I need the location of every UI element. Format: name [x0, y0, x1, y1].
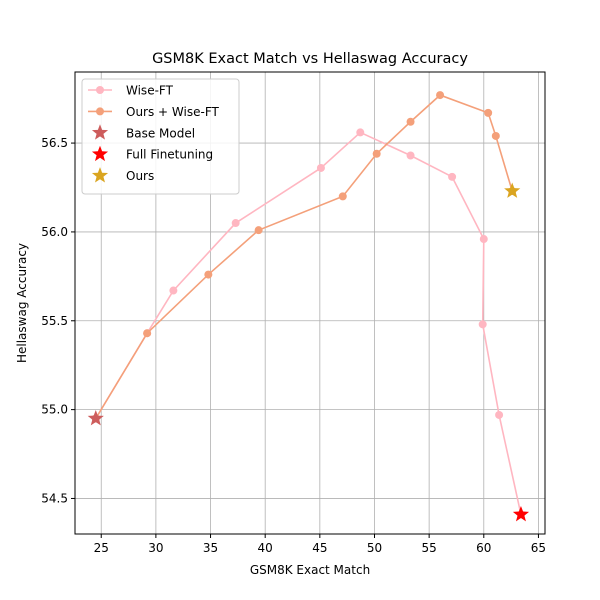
wise-ft-point — [169, 286, 178, 295]
ours-wise-ft-point — [406, 117, 415, 126]
base-model-star — [87, 410, 104, 426]
ours-wise-ft-point — [338, 192, 347, 201]
x-tick-label: 65 — [531, 541, 546, 555]
chart-title: GSM8K Exact Match vs Hellaswag Accuracy — [152, 51, 468, 67]
legend-wise-ft-swatch-marker — [96, 86, 104, 94]
y-tick-label: 55.5 — [41, 314, 68, 328]
ours-wise-ft-point — [491, 131, 500, 140]
wise-ft-point — [231, 219, 240, 228]
legend-ours-label: Ours — [126, 169, 154, 183]
legend-base-model-label: Base Model — [126, 126, 195, 140]
legend-ours-wise-ft-label: Ours + Wise-FT — [126, 105, 220, 119]
plot-frame — [74, 71, 546, 535]
x-tick-label: 55 — [421, 541, 436, 555]
legend-ours-wise-ft-swatch-marker — [96, 107, 104, 116]
x-axis-title: GSM8K Exact Match — [250, 563, 370, 577]
wise-ft-line — [95, 131, 522, 515]
series-layer — [87, 91, 530, 522]
ours-wise-ft-point — [143, 329, 152, 338]
wise-ft-point — [479, 235, 488, 244]
tick-layer: 25 30 35 40 45 50 55 60 65 54.5 55.0 55.5 56.0 56.5 — [41, 136, 546, 555]
wise-ft-point — [478, 320, 487, 329]
ours-wise-ft-point — [254, 226, 263, 235]
ours-star — [504, 182, 521, 198]
x-tick-label: 25 — [94, 541, 109, 555]
x-tick-label: 50 — [367, 541, 382, 555]
y-tick-label: 55.0 — [41, 403, 68, 417]
wise-ft-point — [406, 151, 415, 160]
x-tick-label: 40 — [258, 541, 273, 555]
y-tick-label: 56.0 — [41, 225, 68, 239]
legend-full-finetuning-label: Full Finetuning — [126, 148, 213, 162]
y-tick-label: 54.5 — [41, 491, 68, 505]
ours-wise-ft-point — [372, 149, 381, 158]
x-tick-label: 35 — [203, 541, 218, 555]
wise-ft-point — [356, 128, 365, 137]
legend-full-finetuning-swatch-star — [91, 145, 109, 162]
x-tick-label: 45 — [312, 541, 327, 555]
x-tick-label: 60 — [476, 541, 491, 555]
legend-box — [81, 78, 240, 195]
legend: Wise-FT Ours + Wise-FT Base Model Full Fine… — [81, 78, 240, 195]
y-tick-label: 56.5 — [41, 136, 68, 150]
ours-wise-ft-point — [436, 91, 445, 100]
y-axis-title: Hellaswag Accuracy — [15, 243, 29, 363]
legend-wise-ft-label: Wise-FT — [126, 84, 174, 98]
full-finetuning-star — [512, 505, 530, 522]
ours-wise-ft-point — [204, 270, 213, 279]
wise-ft-point — [448, 172, 457, 181]
legend-base-model-swatch-star — [91, 124, 109, 140]
x-tick-label: 30 — [148, 541, 163, 555]
ours-wise-ft-point — [484, 108, 493, 117]
legend-ours-swatch-star — [91, 167, 109, 183]
wise-ft-point — [316, 163, 325, 172]
grid-layer — [75, 72, 545, 534]
wise-ft-point — [495, 410, 504, 419]
